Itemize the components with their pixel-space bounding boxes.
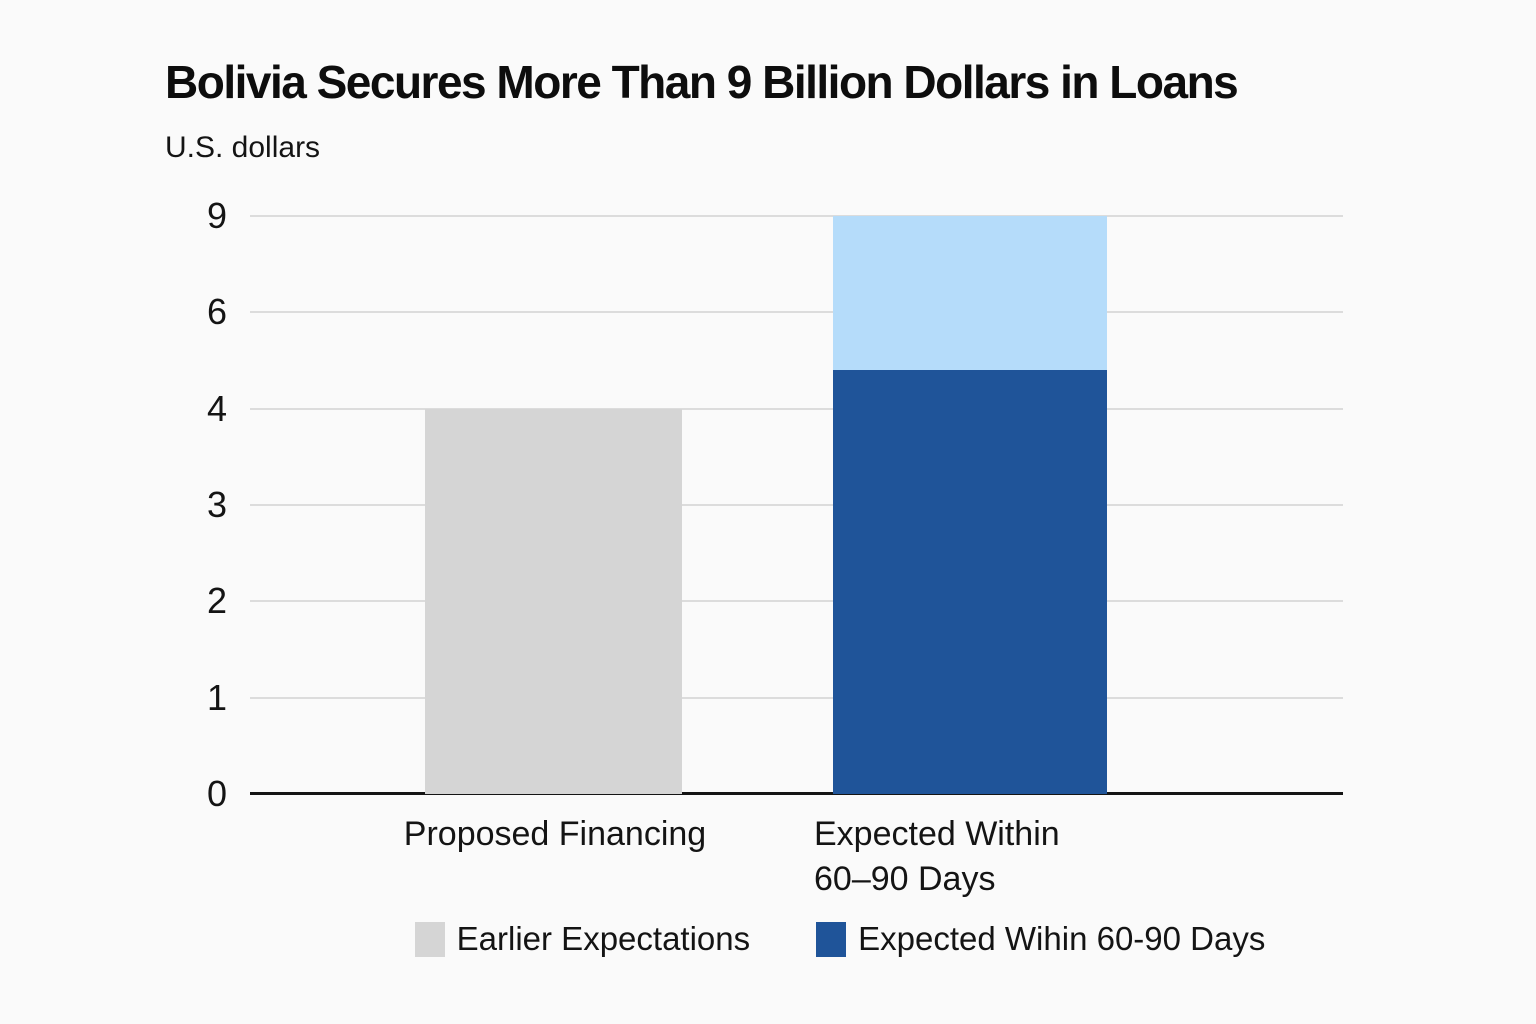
y-tick-label-2: 2 bbox=[206, 580, 227, 622]
legend-label: Expected Wihin 60-90 Days bbox=[858, 920, 1266, 957]
bar-segment-expected-wihin-60-90-days bbox=[833, 370, 1107, 794]
legend-swatch-earlier-expectations bbox=[414, 921, 445, 957]
y-tick-label-0: 0 bbox=[206, 773, 227, 814]
y-tick-label-6: 6 bbox=[206, 291, 227, 333]
y-tick-label-4: 4 bbox=[206, 387, 227, 429]
legend: Earlier Expectations Expected Wihin 60-90… bbox=[0, 920, 1536, 958]
x-axis-line bbox=[250, 792, 1343, 795]
gridline-y-4 bbox=[250, 407, 1343, 410]
chart-title: Bolivia Secures More Than 9 Billion Doll… bbox=[165, 56, 1239, 108]
gridline-y-6 bbox=[250, 311, 1343, 314]
y-tick-label-1: 1 bbox=[206, 676, 227, 718]
x-category-label-expected-within: Expected Within 60–90 Days bbox=[814, 815, 1060, 898]
gridline-y-9 bbox=[250, 215, 1343, 217]
bar-segment-earlier-expectations bbox=[425, 408, 682, 794]
legend-item-expected-wihin-60-90-days: Expected Wihin 60-90 Days bbox=[816, 920, 1265, 958]
plot-area: 0 1 2 3 4 6 9 bbox=[207, 198, 1343, 812]
bar-segment-unlabeled bbox=[833, 216, 1107, 371]
y-tick-label-9: 9 bbox=[206, 195, 227, 236]
gridline-y-1 bbox=[250, 696, 1343, 699]
y-tick-label-3: 3 bbox=[206, 484, 227, 525]
gridline-y-2 bbox=[250, 600, 1343, 603]
gridline-y-3 bbox=[250, 504, 1343, 506]
chart-subtitle: U.S. dollars bbox=[165, 131, 321, 164]
x-category-label-proposed-financing: Proposed Financing bbox=[403, 815, 707, 853]
legend-swatch-expected-wihin-60-90-days bbox=[816, 921, 847, 957]
legend-item-earlier-expectations: Earlier Expectations bbox=[414, 920, 751, 958]
legend-label: Earlier Expectations bbox=[456, 920, 751, 957]
